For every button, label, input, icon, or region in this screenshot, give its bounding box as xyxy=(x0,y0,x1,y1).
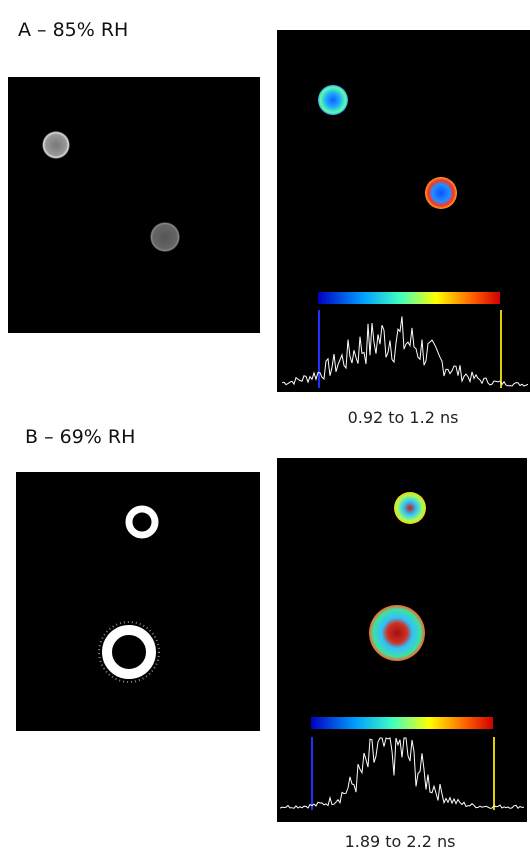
color-bar xyxy=(318,292,500,304)
histogram xyxy=(281,316,529,387)
droplet xyxy=(102,625,156,679)
droplet xyxy=(42,131,70,159)
droplet xyxy=(125,505,159,539)
panel-label: B – 69% RH xyxy=(25,426,135,448)
droplet xyxy=(369,605,425,661)
droplet xyxy=(425,177,457,209)
droplet xyxy=(394,492,426,524)
color-bar xyxy=(311,717,493,729)
intensity-image xyxy=(8,77,260,333)
range-caption: 1.89 to 2.2 ns xyxy=(345,832,456,851)
range-caption: 0.92 to 1.2 ns xyxy=(348,408,459,427)
droplet xyxy=(318,85,348,115)
panel-label: A – 85% RH xyxy=(18,19,128,41)
intensity-image xyxy=(16,472,260,731)
droplet-halo xyxy=(98,621,160,683)
histogram xyxy=(279,737,525,810)
droplet xyxy=(150,222,180,252)
